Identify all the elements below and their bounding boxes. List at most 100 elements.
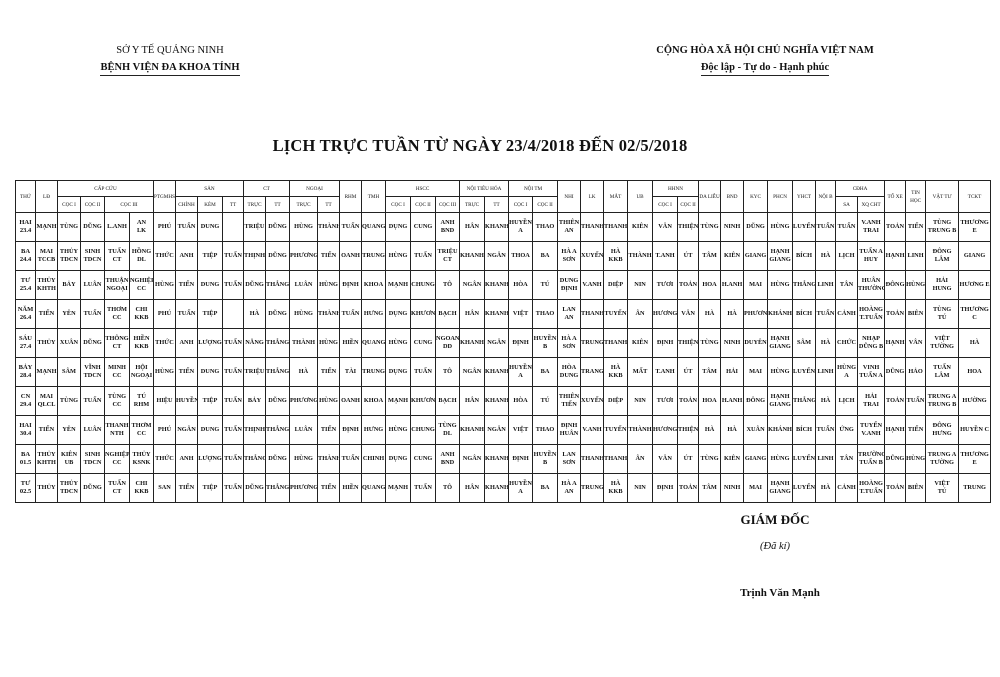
duty-cell: HẢI TRAI [857, 386, 886, 416]
column-sub-header: CỌC I [385, 196, 412, 213]
duty-cell: TUẤN [222, 241, 244, 271]
duty-cell: TUẤN [339, 299, 363, 329]
duty-cell: TUẤN CT [104, 241, 130, 271]
duty-cell: TRIỆU CT [435, 241, 461, 271]
duty-cell: NINH [720, 328, 745, 358]
duty-cell: THOA [508, 241, 534, 271]
duty-cell: HỘI NGOẠI [129, 357, 154, 387]
duty-cell: TIỆP [197, 299, 223, 329]
duty-cell: HÙNG [905, 444, 927, 474]
column-group-header: DA LIỄU [698, 180, 722, 213]
duty-cell: KHƯƠNG [410, 299, 437, 329]
duty-cell: HOA [698, 270, 722, 300]
column-sub-header: CỌC II [410, 196, 437, 213]
duty-cell: HÙNG [767, 212, 794, 242]
national-title: CỘNG HÒA XÃ HỘI CHỦ NGHĨA VIỆT NAM [656, 45, 874, 56]
duty-cell: ĐỊNH [508, 328, 534, 358]
duty-cell: KHOA [361, 270, 387, 300]
duty-cell: HUYỀN B [532, 328, 559, 358]
duty-cell: TRUNG A TRUNG B [925, 386, 960, 416]
duty-cell: TRUNG A TƯỜNG [925, 444, 960, 474]
table-row: NĂM 26.4 TIẾN YÊN TUẤN THƠM CC CHI KKB PHÚ TUẤN… [15, 299, 992, 329]
duty-cell: NGHIỆP CC [129, 270, 154, 300]
duty-cell: THANH [603, 444, 629, 474]
duty-cell: VIỆT TƯỜNG [925, 328, 960, 358]
table-row: HAI 23.4 MẠNH TÙNG DŨNG L.ANH AN LK PHÚ TUẤN DUN… [15, 212, 992, 242]
duty-cell: QUANG [361, 328, 387, 358]
duty-cell: THỦY TDCN [57, 473, 81, 503]
duty-cell: TUẤN [410, 473, 437, 503]
duty-cell: TIẾN [317, 241, 341, 271]
duty-cell: KHANH [459, 328, 486, 358]
column-group-header: TCKT [958, 180, 992, 213]
column-sub-header: TT [222, 196, 244, 213]
column-group-header: NỘI TIÊU HÓA [459, 180, 510, 197]
column-sub-header: TT [264, 196, 291, 213]
hospital-name-text: BỆNH VIỆN ĐA KHOA TỈNH [100, 62, 240, 76]
duty-cell: ANH [175, 328, 198, 358]
duty-cell: HẠNH [884, 415, 907, 445]
column-group-header: NỘI TM [508, 180, 559, 197]
duty-cell: HẠNH GIANG [767, 241, 794, 271]
column-group-header: TIN HỌC [905, 180, 927, 213]
duty-cell: H.ANH [720, 386, 745, 416]
duty-cell: KIÊN [720, 241, 745, 271]
duty-cell: KHÁNH [767, 299, 794, 329]
duty-cell: THƯƠNG E [958, 212, 992, 242]
duty-cell: TRANG [580, 357, 605, 387]
column-group-header: YHCT [792, 180, 817, 213]
duty-cell: DUNG [197, 270, 223, 300]
day-cell: BẢY 28.4 [15, 357, 36, 387]
duty-cell: HUYỀN A [508, 473, 534, 503]
duty-cell: HẠNH GIANG [767, 386, 794, 416]
duty-cell: NGÂN [484, 241, 510, 271]
duty-cell: KHANH [484, 386, 510, 416]
duty-cell: THÀNH [317, 299, 341, 329]
duty-cell: TUẤN [815, 212, 837, 242]
duty-schedule-table: THỨ LĐ CẤP CỨU PTGMHS SẢN CT NGOẠI RHM TMH HSCC NỘ… [15, 180, 992, 503]
duty-cell: HÀ A SƠN [557, 328, 582, 358]
duty-cell: KHƯƠNG [410, 386, 437, 416]
duty-cell: BẠCH [435, 299, 461, 329]
duty-cell: KHANH [484, 299, 510, 329]
duty-cell: NIN [627, 473, 654, 503]
duty-cell: THƠM CC [129, 415, 154, 445]
duty-cell: DUNG [197, 357, 223, 387]
column-group-header: NHI [557, 180, 582, 213]
duty-cell: DŨNG [264, 386, 291, 416]
duty-cell: LUÂN [80, 270, 105, 300]
duty-cell: TOẢN [884, 386, 907, 416]
duty-cell: DŨNG [264, 241, 291, 271]
duty-cell: TIẾN [905, 415, 927, 445]
duty-cell: CHINH [361, 444, 387, 474]
duty-cell: KHANH [484, 444, 510, 474]
duty-cell: VĨNH TDCN [80, 357, 105, 387]
column-sub-header: CỌC I [508, 196, 534, 213]
duty-cell: TIẾN [905, 212, 927, 242]
column-group-header: CĐHA [835, 180, 886, 197]
duty-cell: ANH BND [435, 212, 461, 242]
duty-cell: DŨNG [884, 357, 907, 387]
duty-cell: TOẢN [884, 212, 907, 242]
duty-cell: HUÂN THƯỜNG [857, 270, 886, 300]
duty-cell: HÀ [289, 357, 319, 387]
column-sub-header: CỌC I [652, 196, 679, 213]
duty-cell: TÙNG CC [104, 386, 130, 416]
column-sub-header: TT [317, 196, 341, 213]
duty-cell: KIÊN [627, 328, 654, 358]
duty-cell: DUNG ĐỊNH [557, 270, 582, 300]
duty-cell: GIANG [958, 241, 992, 271]
duty-cell: THẮNG [792, 386, 817, 416]
day-cell: BA 01.5 [15, 444, 36, 474]
duty-cell: TRUNG [958, 473, 992, 503]
duty-cell: CHỨC [835, 328, 859, 358]
duty-cell: DŨNG [243, 270, 266, 300]
duty-cell: TUẤN [222, 357, 244, 387]
duty-cell: HOÀNG T.TUẤN [857, 473, 886, 503]
duty-cell: PHÚ [153, 415, 176, 445]
duty-cell: HƯNG [361, 299, 387, 329]
duty-cell: PHÚ [153, 212, 176, 242]
duty-cell: NĂNG [243, 328, 266, 358]
duty-cell: AN LK [129, 212, 154, 242]
duty-cell: DỤNG [385, 444, 412, 474]
